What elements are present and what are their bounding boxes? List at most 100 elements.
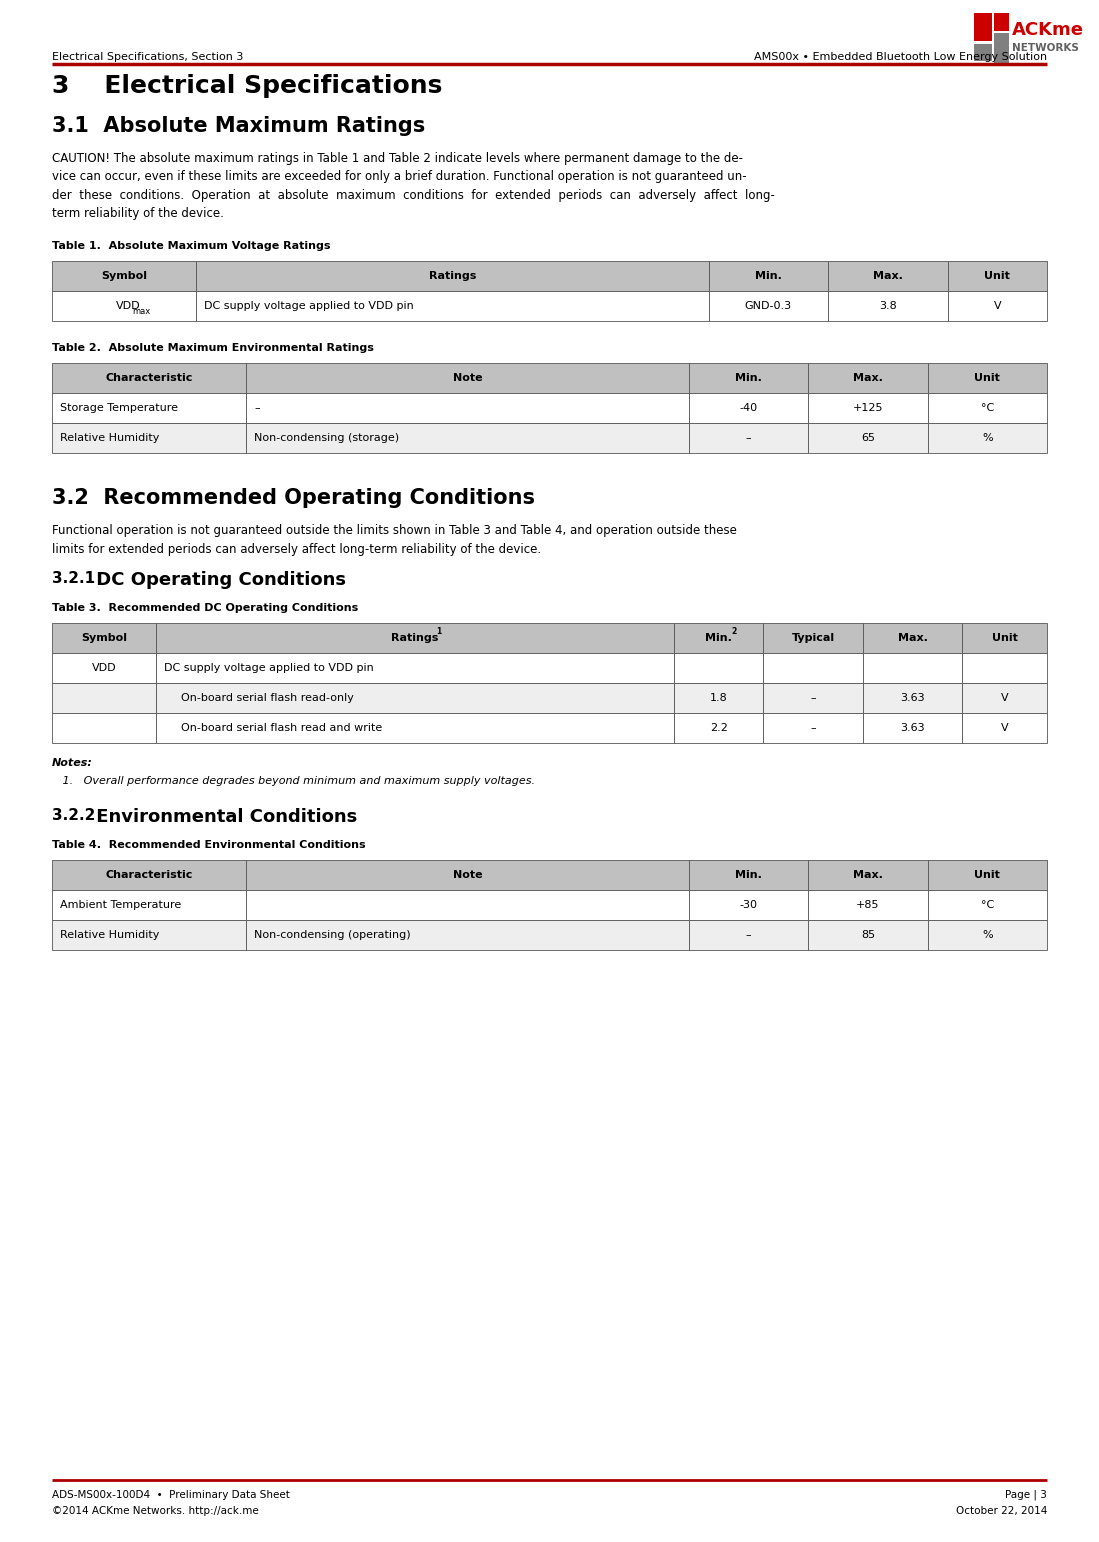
Text: Typical: Typical (791, 634, 835, 643)
Text: V: V (1001, 723, 1009, 732)
Text: +125: +125 (853, 402, 884, 413)
Bar (709, 261, 829, 291)
Text: Table 4.  Recommended Environmental Conditions: Table 4. Recommended Environmental Condi… (52, 840, 366, 850)
Bar (993, 32, 1009, 63)
Text: vice can occur, even if these limits are exceeded for only a brief duration. Fun: vice can occur, even if these limits are… (52, 171, 746, 183)
Bar (52, 291, 197, 321)
Bar (156, 623, 674, 652)
Text: October 22, 2014: October 22, 2014 (956, 1507, 1047, 1516)
Bar (689, 423, 808, 453)
Text: On-board serial flash read-only: On-board serial flash read-only (181, 692, 354, 703)
Text: Unit: Unit (991, 634, 1018, 643)
Text: °C: °C (980, 402, 993, 413)
Bar (764, 623, 863, 652)
Bar (928, 860, 1047, 890)
Text: –: – (254, 402, 259, 413)
Text: Max.: Max. (853, 373, 882, 382)
Text: DC Operating Conditions: DC Operating Conditions (90, 571, 346, 589)
Text: 3.8: 3.8 (879, 301, 897, 311)
Bar (246, 393, 689, 423)
Bar (674, 683, 764, 712)
Text: Functional operation is not guaranteed outside the limits shown in Table 3 and T: Functional operation is not guaranteed o… (52, 524, 736, 537)
Bar (863, 623, 963, 652)
Text: -30: -30 (740, 901, 757, 910)
Bar (863, 652, 963, 683)
Text: VDD: VDD (116, 301, 141, 311)
Text: Max.: Max. (898, 634, 928, 643)
Bar (156, 652, 674, 683)
Text: ©2014 ACKme Networks. http://ack.me: ©2014 ACKme Networks. http://ack.me (52, 1507, 258, 1516)
Bar (764, 712, 863, 743)
Text: 1.8: 1.8 (710, 692, 728, 703)
Bar (974, 45, 992, 62)
Bar (674, 712, 764, 743)
Text: Unit: Unit (975, 373, 1000, 382)
Text: –: – (810, 723, 815, 732)
Text: –: – (746, 930, 752, 941)
Text: AMS00x • Embedded Bluetooth Low Energy Solution: AMS00x • Embedded Bluetooth Low Energy S… (754, 52, 1047, 62)
Text: NETWORKS: NETWORKS (1012, 43, 1079, 52)
Text: Unit: Unit (975, 870, 1000, 880)
Bar (928, 921, 1047, 950)
Text: der  these  conditions.  Operation  at  absolute  maximum  conditions  for  exte: der these conditions. Operation at absol… (52, 190, 775, 202)
Bar (156, 712, 674, 743)
Text: Ratings: Ratings (429, 271, 476, 281)
Text: Min.: Min. (706, 634, 732, 643)
Bar (156, 683, 674, 712)
Text: V: V (993, 301, 1001, 311)
Text: 3    Electrical Specifications: 3 Electrical Specifications (52, 74, 443, 99)
Text: Min.: Min. (735, 870, 762, 880)
Text: Table 1.  Absolute Maximum Voltage Ratings: Table 1. Absolute Maximum Voltage Rating… (52, 241, 331, 251)
Bar (808, 921, 928, 950)
Text: Min.: Min. (735, 373, 762, 382)
Text: Unit: Unit (985, 271, 1010, 281)
Bar (808, 423, 928, 453)
Text: ACKme: ACKme (1012, 22, 1084, 39)
Bar (197, 291, 709, 321)
Text: On-board serial flash read and write: On-board serial flash read and write (181, 723, 382, 732)
Text: 2: 2 (732, 626, 737, 635)
Text: Max.: Max. (853, 870, 882, 880)
Bar (928, 423, 1047, 453)
Text: Ratings: Ratings (391, 634, 439, 643)
Text: ADS-MS00x-100D4  •  Preliminary Data Sheet: ADS-MS00x-100D4 • Preliminary Data Sheet (52, 1490, 290, 1500)
Text: Table 2.  Absolute Maximum Environmental Ratings: Table 2. Absolute Maximum Environmental … (52, 342, 374, 353)
Bar (52, 860, 246, 890)
Bar (246, 890, 689, 921)
Text: %: % (983, 433, 992, 443)
Bar (863, 712, 963, 743)
Bar (689, 860, 808, 890)
Text: 3.63: 3.63 (900, 692, 925, 703)
Text: %: % (983, 930, 992, 941)
Text: Relative Humidity: Relative Humidity (60, 930, 159, 941)
Text: –: – (746, 433, 752, 443)
Bar (246, 921, 689, 950)
Text: Characteristic: Characteristic (106, 870, 192, 880)
Bar (52, 683, 156, 712)
Bar (808, 860, 928, 890)
Bar (52, 712, 156, 743)
Text: Note: Note (453, 870, 482, 880)
Bar (52, 921, 246, 950)
Text: limits for extended periods can adversely affect long-term reliability of the de: limits for extended periods can adversel… (52, 543, 541, 555)
Text: Electrical Specifications, Section 3: Electrical Specifications, Section 3 (52, 52, 243, 62)
Text: Non-condensing (operating): Non-condensing (operating) (254, 930, 411, 941)
Text: 1.   Overall performance degrades beyond minimum and maximum supply voltages.: 1. Overall performance degrades beyond m… (52, 776, 535, 786)
Bar (709, 291, 829, 321)
Text: Notes:: Notes: (52, 759, 93, 768)
Bar (947, 291, 1047, 321)
Text: Non-condensing (storage): Non-condensing (storage) (254, 433, 399, 443)
Text: GND-0.3: GND-0.3 (745, 301, 792, 311)
Text: term reliability of the device.: term reliability of the device. (52, 208, 224, 221)
Text: 3.2  Recommended Operating Conditions: 3.2 Recommended Operating Conditions (52, 487, 535, 507)
Bar (246, 423, 689, 453)
Text: Note: Note (453, 373, 482, 382)
Text: Characteristic: Characteristic (106, 373, 192, 382)
Text: °C: °C (980, 901, 993, 910)
Bar (974, 12, 992, 42)
Bar (764, 683, 863, 712)
Text: Table 3.  Recommended DC Operating Conditions: Table 3. Recommended DC Operating Condit… (52, 603, 358, 614)
Bar (689, 362, 808, 393)
Bar (197, 261, 709, 291)
Bar (963, 712, 1047, 743)
